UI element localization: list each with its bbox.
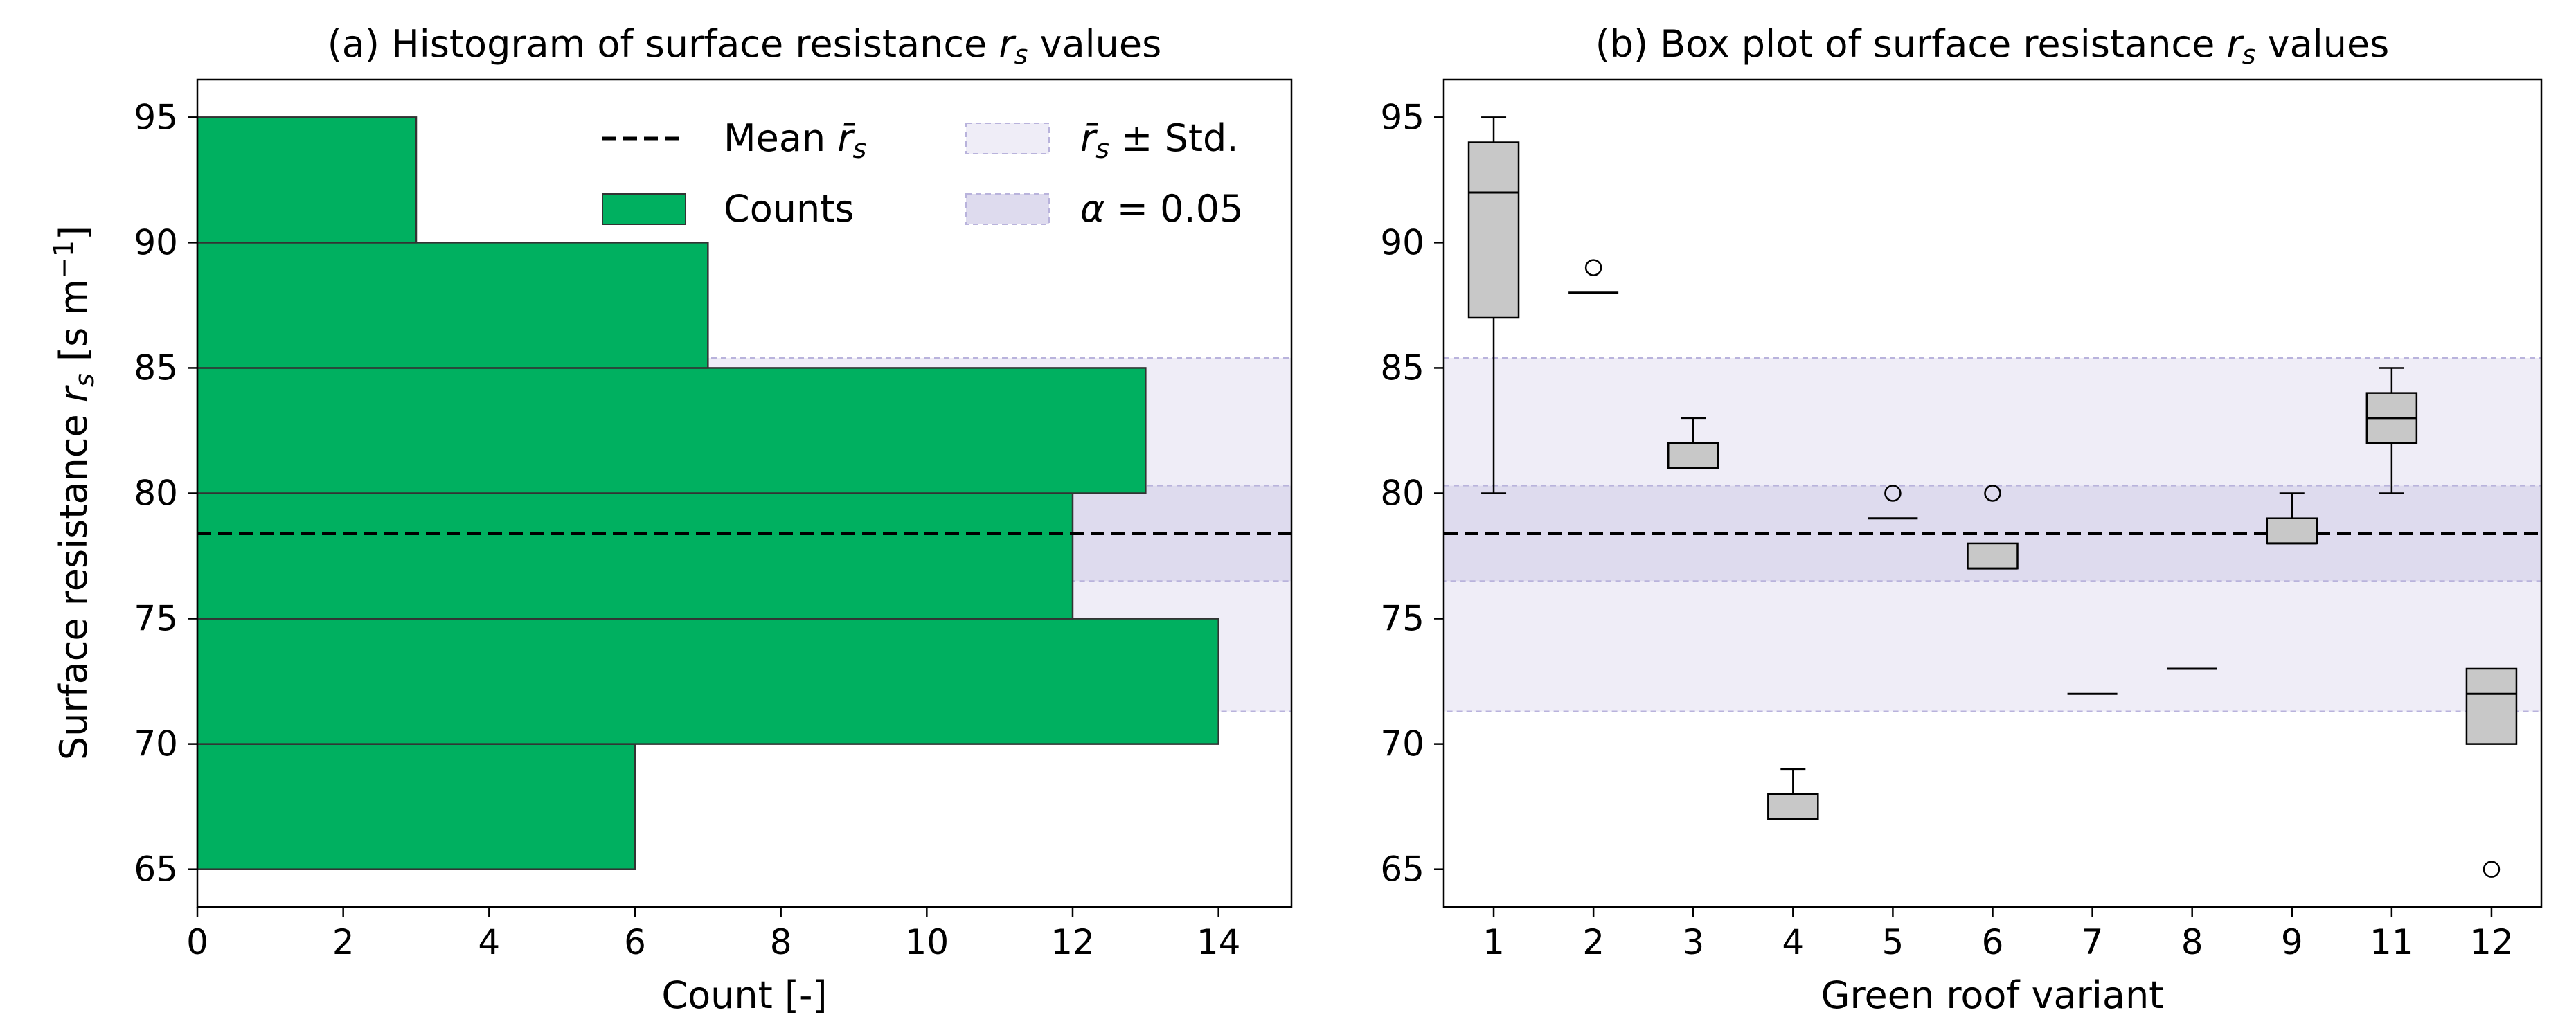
x-tick-label: 4	[1782, 922, 1804, 962]
boxplot-variant	[1967, 485, 2019, 570]
y-tick-label: 85	[1380, 348, 1424, 388]
x-tick-label: 1	[1483, 922, 1505, 962]
x-tick-label: 6	[1982, 922, 2004, 962]
outlier-point	[2483, 861, 2501, 878]
legend-ci-swatch	[965, 193, 1050, 225]
histogram-bars	[196, 116, 1219, 870]
boxplots	[1467, 116, 2518, 878]
y-tick-label: 65	[134, 849, 178, 890]
x-tick-label: 12	[2469, 922, 2514, 962]
x-tick-label: 2	[1582, 922, 1604, 962]
legend-std-label: r̄s ± Std.	[1080, 116, 1238, 164]
x-tick-label: 3	[1682, 922, 1704, 962]
panel-a-legend: Mean r̄s Counts r̄s ± Std. α = 0.05	[602, 116, 1243, 231]
boxplot-variant	[1467, 116, 1520, 494]
outlier-point	[1984, 485, 2001, 502]
boxplot-variant	[1667, 417, 1719, 469]
boxplot-variant	[1868, 485, 1918, 520]
y-tick-label: 70	[1380, 724, 1424, 764]
boxplot-variant	[2465, 667, 2518, 878]
histogram-bar	[196, 367, 1147, 494]
legend-std-swatch	[965, 123, 1050, 154]
panel-b-x-ticks: 1 2 3 4 5 6 7 8 9 11 12	[1483, 907, 2514, 962]
x-tick-label: 0	[186, 922, 208, 962]
x-tick-label: 2	[332, 922, 355, 962]
y-tick-label: 95	[1380, 97, 1424, 137]
panel-a-y-ticks: 65 70 75 80 85 90 95	[134, 97, 197, 890]
y-tick-label: 65	[1380, 849, 1424, 890]
histogram-bar	[196, 242, 709, 369]
x-tick-label: 7	[2082, 922, 2104, 962]
boxplot-variant	[1568, 259, 1619, 294]
outlier-point	[1584, 259, 1602, 276]
panel-a-y-label: Surface resistance rs [s m−1]	[48, 226, 100, 760]
legend-counts-swatch	[602, 193, 686, 225]
histogram-bar	[196, 116, 418, 244]
panel-a-histogram: 0 2 4 6 8 10 12 14 65 70 75 80 85 90 95 (a) Histogram…	[48, 22, 1293, 1017]
y-tick-label: 75	[1380, 599, 1424, 639]
x-tick-label: 9	[2281, 922, 2303, 962]
x-tick-label: 11	[2370, 922, 2414, 962]
x-tick-label: 6	[624, 922, 646, 962]
panel-b-y-ticks: 65 70 75 80 85 90 95	[1380, 97, 1444, 890]
legend-ci-label: α = 0.05	[1080, 187, 1243, 231]
y-tick-label: 75	[134, 599, 178, 639]
box-iqr	[2465, 667, 2518, 745]
boxplot-variant	[2365, 367, 2418, 494]
histogram-bar	[196, 618, 1219, 745]
box-iqr	[2266, 517, 2318, 545]
box-iqr	[1667, 442, 1719, 469]
boxplot-variant	[1767, 768, 1819, 820]
legend-counts-label: Counts	[724, 187, 855, 231]
panel-b-x-label: Green roof variant	[1821, 973, 2164, 1017]
x-tick-label: 8	[2181, 922, 2203, 962]
boxplot-variant	[2266, 492, 2318, 545]
y-tick-label: 95	[134, 97, 178, 137]
panel-a-x-ticks: 0 2 4 6 8 10 12 14	[186, 907, 1240, 962]
y-tick-label: 80	[134, 474, 178, 514]
y-tick-label: 90	[134, 222, 178, 262]
box-iqr	[1967, 542, 2019, 570]
x-tick-label: 4	[478, 922, 500, 962]
x-tick-label: 5	[1882, 922, 1904, 962]
outlier-point	[1884, 485, 1902, 502]
legend-mean-label: Mean r̄s	[724, 116, 866, 164]
panel-a-x-label: Count [-]	[661, 973, 827, 1017]
x-tick-label: 8	[770, 922, 792, 962]
y-tick-label: 85	[134, 348, 178, 388]
x-tick-label: 14	[1197, 922, 1241, 962]
box-iqr	[1467, 141, 1520, 319]
y-tick-label: 80	[1380, 474, 1424, 514]
panel-a-title: (a) Histogram of surface resistance rs v…	[328, 22, 1162, 70]
histogram-bar	[196, 743, 636, 870]
histogram-bar	[196, 492, 1074, 620]
box-iqr	[1767, 793, 1819, 820]
panel-b-title: (b) Box plot of surface resistance rs va…	[1595, 22, 2390, 70]
y-tick-label: 70	[134, 724, 178, 764]
x-tick-label: 10	[905, 922, 949, 962]
y-tick-label: 90	[1380, 222, 1424, 262]
x-tick-label: 12	[1050, 922, 1095, 962]
